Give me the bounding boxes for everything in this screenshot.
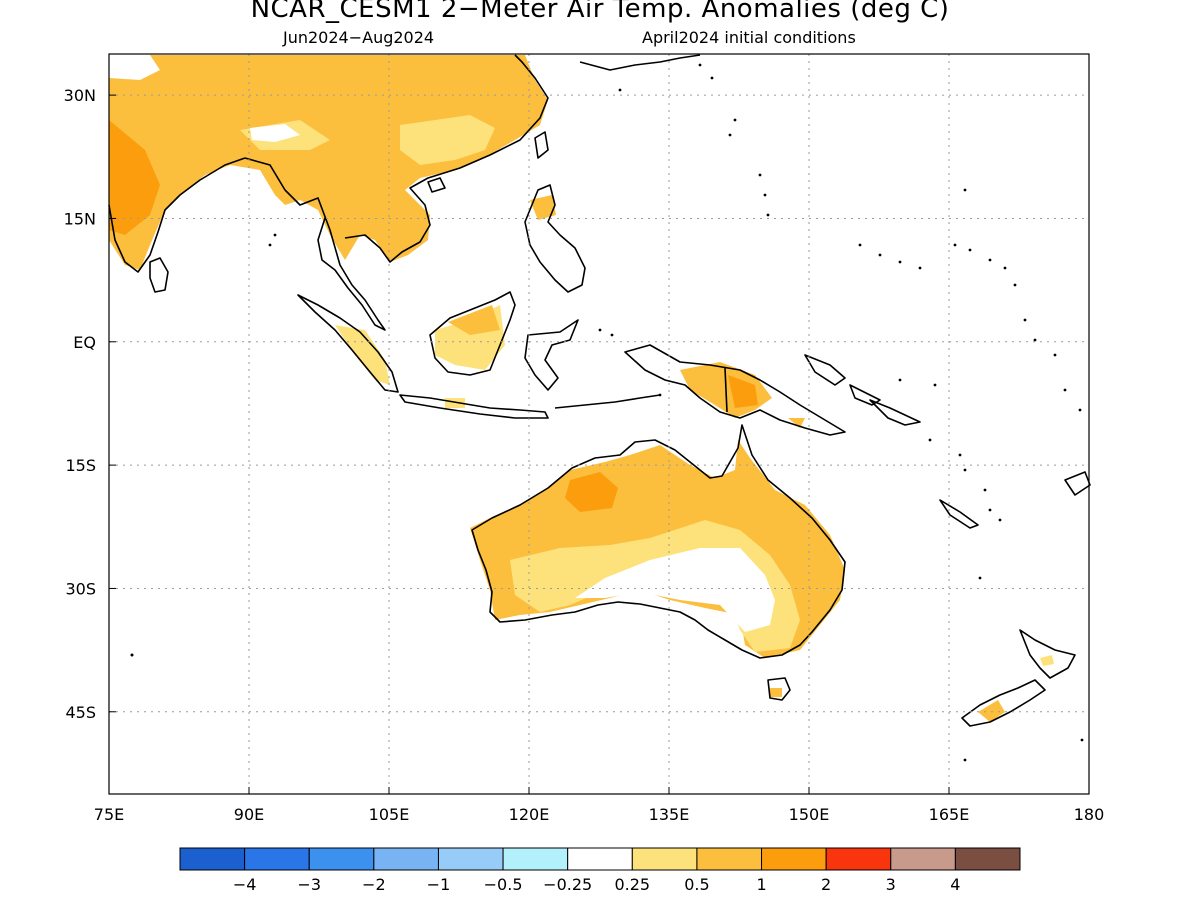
png-border	[724, 367, 728, 413]
lat-tick-label: 30N	[64, 86, 96, 105]
colorbar-label: −4	[233, 875, 257, 894]
map-frame	[108, 53, 1090, 795]
sumatra-anomaly	[335, 325, 390, 385]
map-title: NCAR_CESM1 2−Meter Air Temp. Anomalies (…	[250, 0, 950, 24]
initial-conditions: April2024 initial conditions	[642, 28, 856, 47]
tasmania-coastline	[767, 677, 791, 701]
lon-tick-label: 135E	[649, 805, 690, 824]
colorbar-label: −1	[427, 875, 451, 894]
philippines-anomaly	[530, 195, 556, 220]
australia-coastline	[471, 424, 846, 659]
colorbar-label: 1	[756, 875, 766, 894]
colorbar-label: −0.5	[484, 875, 523, 894]
lon-tick-label: 150E	[789, 805, 830, 824]
colorbar-swatch	[761, 847, 827, 871]
colorbar-label: 0.25	[614, 875, 650, 894]
new-caledonia-coastline	[939, 499, 979, 529]
lat-tick-label: EQ	[73, 333, 96, 352]
colorbar-swatch	[373, 847, 439, 871]
colorbar-swatch	[696, 847, 763, 871]
india-strong-anomaly	[109, 120, 160, 235]
sumatra-coastline	[297, 294, 399, 393]
colorbar-swatch	[244, 847, 310, 871]
china-weak-anomaly	[400, 115, 495, 165]
solomons-coastline	[869, 399, 921, 426]
lon-tick-label: 75E	[94, 805, 124, 824]
lon-tick-label: 180	[1074, 805, 1105, 824]
colorbar-swatch	[825, 847, 892, 871]
colorbar-label: 4	[950, 875, 960, 894]
asia-anomaly-region	[109, 55, 548, 270]
nz-anomaly	[978, 700, 1005, 722]
southeast-asia-coastline	[244, 54, 549, 331]
lat-tick-label: 45S	[65, 703, 96, 722]
tasmania-anomaly	[770, 688, 782, 697]
lat-tick-label: 15N	[64, 209, 96, 228]
lon-tick-label: 105E	[369, 805, 410, 824]
colorbar-label: 3	[886, 875, 896, 894]
pacific-islands	[130, 63, 1084, 762]
australia-strong-anomaly	[565, 472, 618, 512]
hainan-coastline	[427, 177, 446, 193]
colorbar-swatch	[179, 847, 246, 871]
latitude-ticks: 30N 15N EQ 15S 30S 45S	[64, 86, 116, 722]
colorbar-label: −0.25	[543, 875, 592, 894]
java-anomaly	[445, 398, 465, 408]
taiwan-coastline	[534, 131, 549, 159]
colorbar-swatch	[567, 847, 633, 871]
fiji-coastline	[1064, 471, 1091, 496]
coastlines	[108, 54, 1091, 727]
longitude-ticks: 75E 90E 105E 120E 135E 150E 165E 180	[94, 787, 1105, 824]
lat-tick-label: 30S	[65, 579, 96, 598]
lesser-sunda-coastline	[554, 394, 661, 409]
anomaly-shading	[109, 55, 1054, 722]
borneo-coastline	[429, 291, 516, 376]
philippines-coastline	[524, 184, 586, 293]
new-guinea-strong-anomaly	[728, 375, 758, 408]
colorbar-swatch	[954, 847, 1021, 871]
india-coastline	[108, 157, 246, 273]
new-guinea-coastline	[624, 344, 846, 436]
pakistan-neutral	[109, 55, 160, 80]
colorbar-swatch	[502, 847, 569, 871]
tibet-neutral	[250, 124, 300, 142]
lon-tick-label: 90E	[234, 805, 264, 824]
colorbar-swatch	[308, 847, 375, 871]
sulawesi-coastline	[524, 319, 579, 391]
lat-tick-label: 15S	[65, 456, 96, 475]
lon-tick-label: 120E	[509, 805, 550, 824]
colorbar-label: −3	[297, 875, 321, 894]
colorbar-label: −2	[362, 875, 386, 894]
bismarck-coastline	[804, 354, 881, 406]
colorbar: −4 −3 −2 −1 −0.5 −0.25 0.25 0.5 1 2 3 4	[179, 847, 1021, 894]
lon-tick-label: 165E	[929, 805, 970, 824]
colorbar-label: 0.5	[684, 875, 709, 894]
sri-lanka-coastline	[149, 257, 169, 293]
australia-neutral	[575, 548, 775, 632]
colorbar-label: 2	[821, 875, 831, 894]
colorbar-swatch	[631, 847, 698, 871]
colorbar-swatch	[890, 847, 956, 871]
japan-coastline	[579, 54, 701, 71]
nz-north-anomaly	[1040, 655, 1054, 666]
colorbar-swatch	[437, 847, 504, 871]
java-coastline	[399, 394, 549, 419]
borneo-strong-anomaly	[448, 305, 500, 335]
png-east-anomaly	[788, 418, 805, 428]
new-zealand-coastline	[961, 629, 1076, 727]
forecast-period: Jun2024−Aug2024	[283, 28, 435, 47]
